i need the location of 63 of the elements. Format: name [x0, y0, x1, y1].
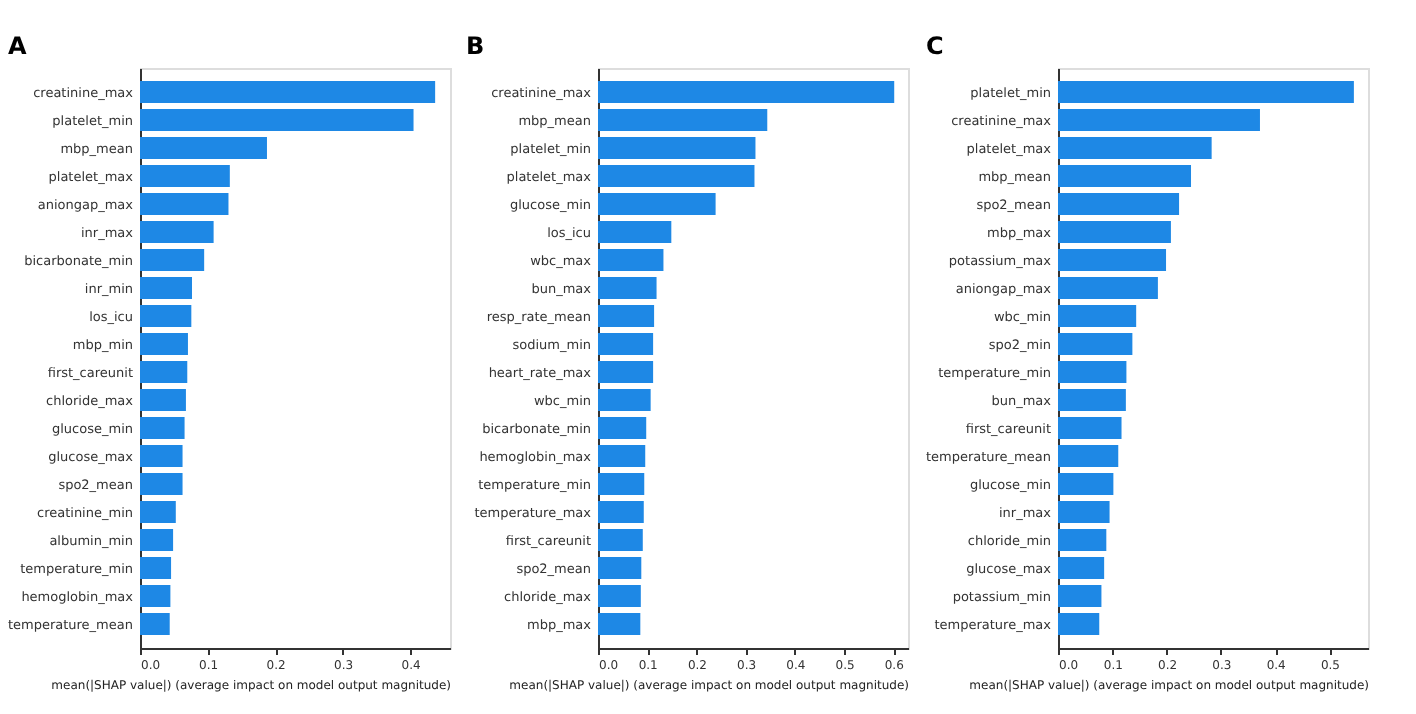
- bar: [140, 361, 188, 383]
- bar: [140, 221, 214, 243]
- bar: [598, 501, 644, 523]
- bar: [1058, 529, 1107, 551]
- bar: [140, 501, 176, 523]
- bar: [1058, 249, 1167, 271]
- bar: [598, 361, 654, 383]
- bar: [1058, 361, 1127, 383]
- bar: [1058, 193, 1180, 215]
- bar: [140, 613, 170, 635]
- bar: [598, 81, 895, 103]
- bar: [598, 249, 664, 271]
- bar: [1058, 445, 1119, 467]
- bar: [1058, 109, 1260, 131]
- bar: [140, 529, 174, 551]
- bar: [598, 305, 655, 327]
- bar: [140, 557, 172, 579]
- bar: [598, 613, 641, 635]
- bar: [140, 165, 230, 187]
- bar: [1058, 165, 1192, 187]
- bar: [598, 473, 645, 495]
- bar: [598, 389, 651, 411]
- chart-title: B: [466, 32, 485, 60]
- bar: [140, 109, 414, 131]
- bar: [140, 445, 183, 467]
- bar: [1058, 277, 1158, 299]
- bar: [140, 277, 192, 299]
- bar: [598, 109, 768, 131]
- bar: [140, 81, 436, 103]
- bar: [1058, 417, 1122, 439]
- bar: [1058, 389, 1126, 411]
- bar: [1058, 501, 1110, 523]
- chart-title: C: [926, 32, 944, 60]
- bar: [598, 193, 716, 215]
- bar: [140, 193, 229, 215]
- chart-title: A: [8, 32, 28, 60]
- bar: [140, 137, 267, 159]
- bar: [1058, 81, 1354, 103]
- bar: [598, 277, 657, 299]
- bar: [140, 473, 183, 495]
- bar: [1058, 305, 1137, 327]
- bar: [140, 417, 185, 439]
- bar: [140, 249, 205, 271]
- bar: [1058, 473, 1114, 495]
- bar: [598, 221, 672, 243]
- bar: [1058, 333, 1133, 355]
- bar: [598, 529, 643, 551]
- bar: [598, 165, 755, 187]
- bar: [598, 137, 756, 159]
- bar: [598, 445, 646, 467]
- bar: [140, 305, 192, 327]
- bar: [1058, 585, 1102, 607]
- bar: [1058, 221, 1171, 243]
- bar: [140, 585, 171, 607]
- bar: [1058, 613, 1100, 635]
- bar: [598, 557, 642, 579]
- bar: [598, 417, 647, 439]
- bar: [140, 389, 186, 411]
- bar: [140, 333, 188, 355]
- bar: [1058, 557, 1105, 579]
- bar: [598, 585, 641, 607]
- bar: [1058, 137, 1212, 159]
- bar: [598, 333, 654, 355]
